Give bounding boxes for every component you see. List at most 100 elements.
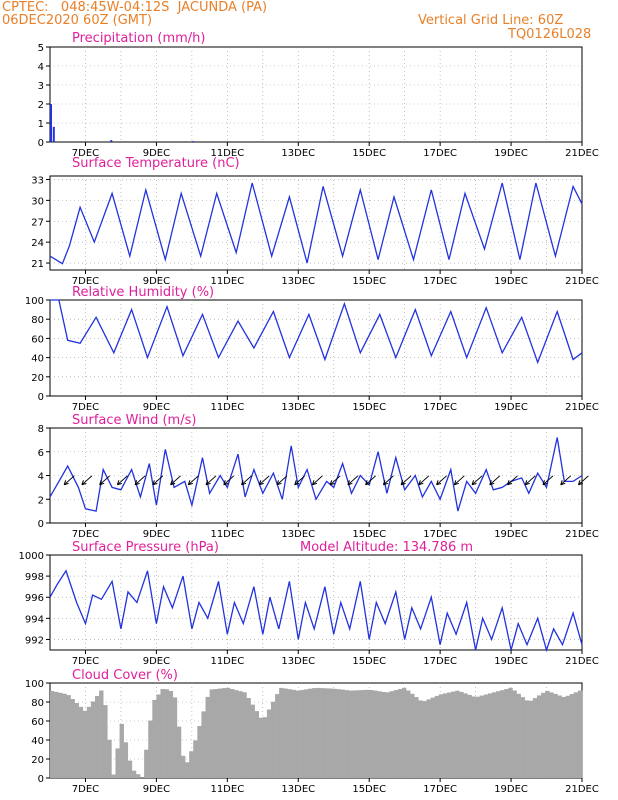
x-tick-label: 11DEC (210, 529, 244, 540)
cloud-cover-bar (434, 695, 440, 778)
cloud-cover-bar (553, 693, 558, 778)
cloud-cover-bar (311, 688, 317, 778)
cloud-cover-bar (451, 691, 456, 778)
x-tick-label: 21DEC (565, 402, 599, 413)
wind-arrow (436, 475, 447, 486)
cloud-cover-bar (508, 687, 513, 778)
wind-arrow-head (471, 480, 477, 486)
x-tick-label: 15DEC (352, 402, 386, 413)
cloud-cover-bar (496, 691, 501, 778)
wind-arrow-head (400, 480, 406, 486)
x-tick-label: 7DEC (72, 784, 99, 795)
x-tick-label: 15DEC (352, 529, 386, 540)
wind-arrow (117, 475, 128, 486)
cloud-cover-bar (144, 749, 149, 778)
cloud-cover-bar (209, 689, 214, 778)
x-tick-label: 21DEC (565, 148, 599, 159)
x-tick-label: 13DEC (281, 276, 315, 287)
cloud-cover-bar (193, 740, 198, 778)
wind-arrow-head (453, 480, 459, 486)
cloud-cover-bar (536, 695, 542, 778)
x-tick-label: 11DEC (210, 656, 244, 667)
cloud-cover-bar (90, 701, 96, 778)
wind-arrow-head (99, 480, 105, 486)
cloud-cover-bar (197, 726, 202, 778)
cloud-cover-bar (156, 694, 161, 778)
cloud-cover-bar (152, 700, 157, 778)
cloud-cover-bar (504, 689, 509, 778)
cloud-cover-bar (487, 693, 493, 778)
precipitation-bar (191, 141, 194, 142)
cloud-cover-bar (127, 760, 133, 778)
x-tick-label: 11DEC (210, 402, 244, 413)
y-tick-label: 40 (31, 736, 44, 747)
x-tick-label: 15DEC (352, 656, 386, 667)
cloud-cover-bar (86, 706, 92, 778)
x-tick-label: 21DEC (565, 656, 599, 667)
cloud-cover-bar (418, 700, 423, 778)
cloud-cover-bar (442, 693, 448, 778)
cloud-cover-bar (238, 691, 243, 778)
wind-arrow-head (241, 480, 247, 486)
y-tick-label: 80 (31, 698, 44, 709)
x-tick-label: 7DEC (72, 276, 99, 287)
cloud-cover-bar (103, 705, 108, 778)
wind-arrow-head (294, 480, 300, 486)
cloud-cover-bar (225, 687, 231, 778)
cloud-cover-bar (577, 690, 583, 778)
cloud-cover-bar (524, 700, 530, 778)
cloud-cover-bar (455, 690, 460, 778)
cloud-cover-bar (254, 711, 260, 778)
wind-arrow-head (116, 480, 123, 486)
x-tick-label: 13DEC (281, 529, 315, 540)
cloud-cover-bar (168, 691, 174, 778)
wind-arrow (241, 475, 252, 486)
wind-arrow (63, 475, 75, 486)
x-tick-label: 15DEC (352, 148, 386, 159)
cloud-cover-bar (393, 690, 399, 778)
cloud-cover-bar (324, 688, 329, 778)
cloud-cover-bar (463, 693, 468, 778)
cloud-cover-bar (230, 689, 235, 778)
y-tick-label: 21 (31, 259, 44, 270)
wind-arrow-head (329, 480, 335, 486)
wind-arrow-head (223, 480, 229, 486)
cloud-cover-bar (430, 697, 435, 778)
cloud-cover-bar (287, 689, 292, 778)
x-tick-label: 15DEC (352, 276, 386, 287)
cloud-cover-bar (266, 709, 272, 778)
x-tick-label: 11DEC (210, 148, 244, 159)
wind-arrow (99, 475, 110, 486)
y-tick-label: 4 (38, 62, 44, 73)
cloud-cover-bar (373, 690, 378, 778)
wind-arrow (205, 475, 217, 486)
cloud-cover-bar (307, 688, 313, 778)
cloud-cover-bar (336, 689, 341, 778)
wind-arrow (365, 475, 376, 486)
cloud-cover-bar (279, 687, 284, 778)
cloud-cover-bar (99, 690, 104, 778)
y-tick-label: 60 (31, 334, 44, 345)
cloud-cover-bar (74, 703, 79, 778)
cloud-cover-bar (70, 699, 75, 778)
wind-arrow (170, 475, 181, 486)
y-tick-label: 2 (38, 100, 44, 111)
cloud-cover-bar (467, 694, 472, 778)
series-line (50, 299, 583, 365)
cloud-cover-bar (352, 690, 358, 778)
y-tick-label: 4 (38, 472, 44, 483)
x-tick-label: 19DEC (494, 529, 528, 540)
cloud-cover-bar (172, 697, 178, 778)
x-tick-label: 15DEC (352, 784, 386, 795)
x-tick-label: 13DEC (281, 148, 315, 159)
x-tick-label: 17DEC (423, 276, 457, 287)
cloud-cover-bar (303, 689, 309, 778)
wind-arrow (347, 475, 359, 486)
cloud-cover-bar (246, 698, 251, 778)
cloud-cover-bar (471, 696, 476, 778)
cloud-cover-bar (275, 694, 280, 778)
wind-arrow-head (507, 480, 513, 486)
x-tick-label: 7DEC (72, 148, 99, 159)
y-tick-label: 100 (25, 296, 44, 307)
x-tick-label: 17DEC (423, 148, 457, 159)
